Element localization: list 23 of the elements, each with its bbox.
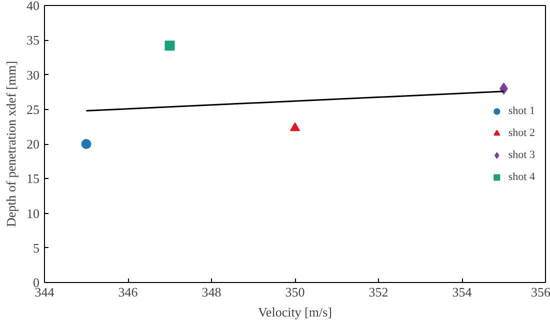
y-tick-label: 40 xyxy=(26,0,40,13)
x-axis-title: Velocity [m/s] xyxy=(258,304,332,320)
x-tick-label: 352 xyxy=(368,284,388,300)
legend-label: shot 3 xyxy=(508,148,535,160)
y-tick-label: 30 xyxy=(26,67,40,82)
y-tick-label: 10 xyxy=(26,206,40,221)
y-axis-title: Depth of penetration xdef [mm] xyxy=(4,60,18,228)
legend-label: shot 1 xyxy=(508,104,535,116)
point xyxy=(81,139,92,149)
x-tick-label: 346 xyxy=(118,284,138,300)
x-tick-label: 354 xyxy=(452,284,472,300)
x-tick-label: 348 xyxy=(202,284,222,300)
y-tick-label: 35 xyxy=(26,32,40,48)
x-tick-label: 356 xyxy=(531,284,550,300)
y-tick-label: 20 xyxy=(26,136,40,152)
point xyxy=(164,40,175,51)
y-tick-label: 5 xyxy=(33,240,40,256)
x-tick-label: 350 xyxy=(285,284,305,300)
y-tick-label: 25 xyxy=(26,102,40,117)
legend-label: shot 2 xyxy=(508,126,535,138)
legend-label: shot 4 xyxy=(508,170,535,182)
y-tick-label: 15 xyxy=(26,171,40,186)
point xyxy=(290,122,300,132)
